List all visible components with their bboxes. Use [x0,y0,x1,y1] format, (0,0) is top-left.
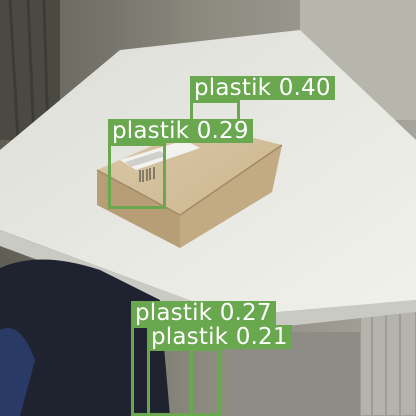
detection-label-4: plastik 0.21 [147,325,292,349]
radiator [360,300,416,416]
detection-label-1: plastik 0.40 [190,76,335,100]
detection-label-2: plastik 0.29 [108,119,253,143]
detection-label-3: plastik 0.27 [131,301,276,325]
